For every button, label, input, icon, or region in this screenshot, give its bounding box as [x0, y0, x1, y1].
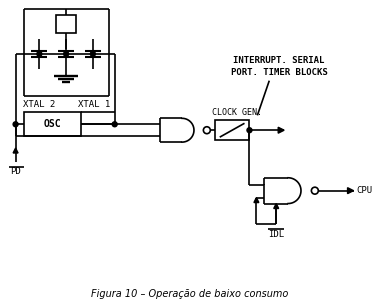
Circle shape [203, 127, 210, 134]
Polygon shape [278, 127, 284, 133]
Circle shape [112, 122, 117, 127]
Text: OSC: OSC [43, 119, 61, 129]
Bar [56, 15, 76, 33]
Circle shape [247, 128, 252, 133]
Text: Figura 10 – Operação de baixo consumo: Figura 10 – Operação de baixo consumo [91, 289, 289, 299]
Bar [24, 112, 81, 136]
Circle shape [90, 52, 95, 56]
Circle shape [64, 52, 69, 56]
Text: CPU: CPU [356, 186, 373, 195]
Circle shape [13, 122, 18, 127]
Text: PORT. TIMER BLOCKS: PORT. TIMER BLOCKS [231, 68, 328, 77]
Circle shape [311, 187, 318, 194]
Text: XTAL 1: XTAL 1 [78, 100, 110, 110]
Text: XTAL 2: XTAL 2 [23, 100, 55, 110]
Text: CLOCK GEN.: CLOCK GEN. [212, 108, 262, 117]
Bar [215, 120, 249, 140]
Circle shape [37, 52, 42, 56]
Polygon shape [254, 198, 259, 203]
Polygon shape [274, 204, 279, 208]
Text: IDL: IDL [268, 230, 284, 239]
Polygon shape [13, 148, 18, 153]
Text: INTERRUPT. SERIAL: INTERRUPT. SERIAL [233, 56, 325, 65]
Text: PD: PD [10, 167, 21, 176]
Polygon shape [348, 188, 353, 194]
